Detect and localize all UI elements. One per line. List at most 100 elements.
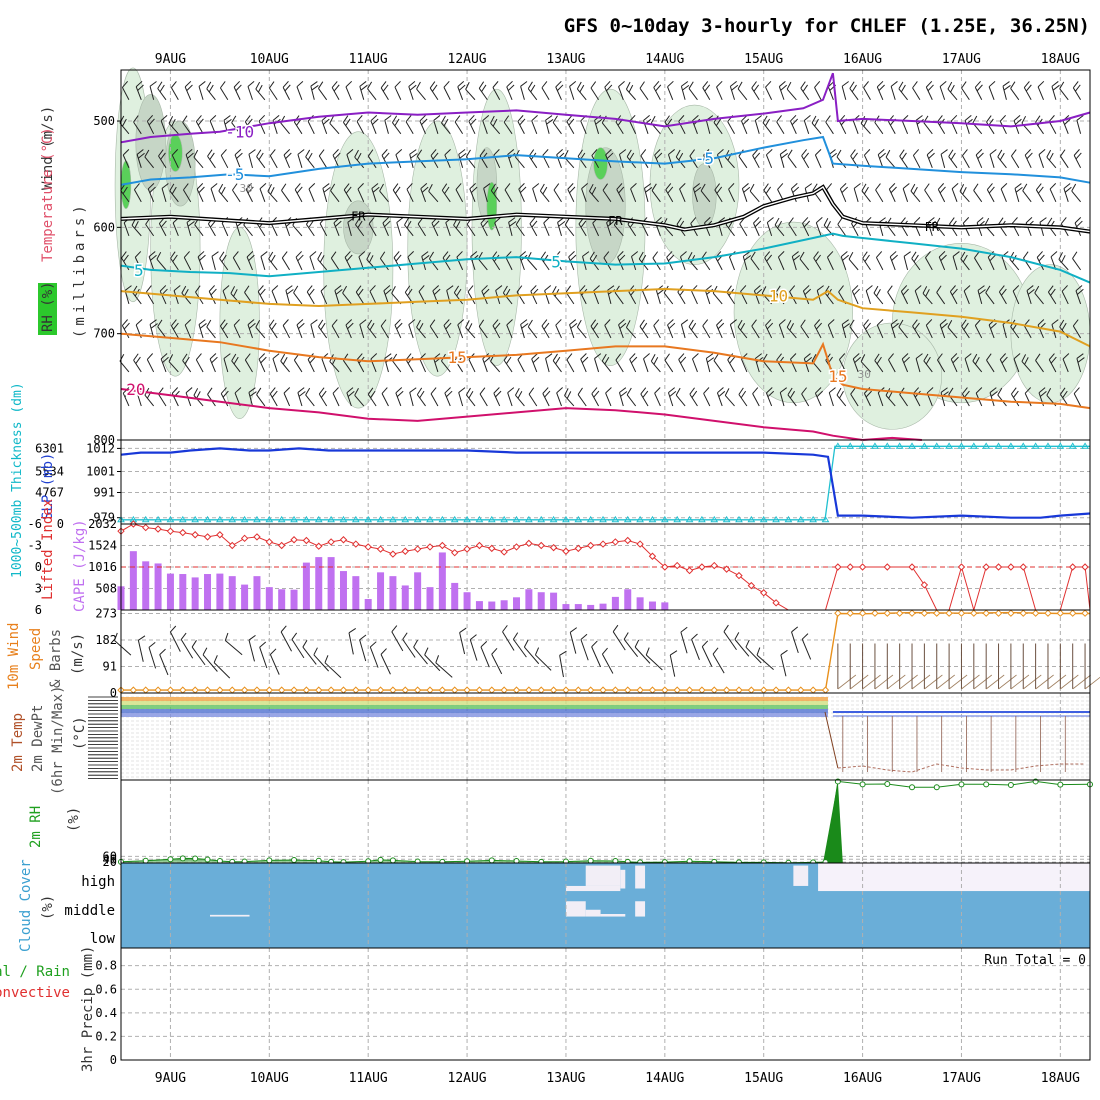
wind-barb-flag	[160, 114, 168, 122]
wind-barb-flag	[369, 285, 376, 292]
wind-barb	[801, 155, 810, 169]
wind-barb	[527, 326, 538, 339]
wind-barb	[1058, 259, 1069, 271]
wind-speed-marker	[994, 609, 1003, 617]
rh-marker	[1007, 782, 1014, 789]
wind-barb-flag	[444, 387, 451, 394]
wind-barb-flag	[490, 115, 495, 124]
wind-barb	[208, 291, 216, 305]
wind-barb-flag	[976, 84, 983, 92]
wind-speed-marker	[500, 686, 508, 694]
wind-barb	[384, 120, 389, 134]
wind-barb	[639, 87, 649, 101]
wind-barb-flag	[458, 387, 466, 393]
wind-barb	[898, 326, 908, 339]
wind-barb	[615, 359, 624, 373]
wind-barb-flag	[406, 183, 413, 190]
wind-barb	[342, 360, 352, 373]
day-tick-label: 15AUG	[744, 52, 783, 67]
wind-barb-flag	[172, 322, 179, 330]
isotherm-label: -5	[225, 165, 244, 184]
wind-barb-flag	[372, 186, 380, 193]
wind-barb-flag	[430, 387, 437, 395]
li-marker	[710, 561, 718, 570]
wind-barb	[491, 257, 501, 271]
wind-barb	[530, 291, 538, 305]
wind-barb-flag	[653, 357, 659, 365]
wind-barb	[566, 359, 575, 373]
wind-barb-flag	[675, 387, 681, 396]
wind-barb-flag	[653, 81, 660, 88]
wind-barb	[863, 393, 871, 407]
wind-barb	[729, 324, 736, 339]
wind-barb	[988, 324, 995, 339]
wind-barb	[291, 639, 305, 659]
thickness-marker	[463, 515, 471, 523]
cape-bar	[352, 576, 360, 610]
li-marker	[957, 563, 966, 571]
wind-barb-flag	[505, 251, 512, 258]
wind-barb-flag	[544, 285, 552, 292]
wind-barb	[839, 121, 847, 135]
wind-barb-flag	[294, 183, 301, 190]
wind-barb	[713, 122, 723, 135]
wind-barb	[614, 292, 624, 305]
wind-speed-marker	[438, 686, 447, 694]
wind-barb-flag	[755, 288, 763, 295]
wind-barb	[665, 189, 674, 203]
thickness-marker	[982, 442, 991, 449]
wind-barb-flag	[865, 322, 871, 330]
thickness-marker	[487, 515, 496, 523]
wind-barb-flag	[618, 186, 625, 194]
wind-barb-flag	[604, 319, 611, 326]
wind-barb	[555, 324, 562, 339]
rh-marker	[958, 781, 965, 788]
wind-barb-flag	[396, 390, 404, 398]
wind-barb-flag	[678, 115, 685, 122]
wind-speed-marker	[871, 609, 879, 617]
wind-barb	[753, 290, 760, 305]
thickness-tick-label: 6301	[35, 441, 64, 455]
wind-barb-flag	[1038, 149, 1046, 155]
wind-barb-flag	[222, 285, 230, 292]
wind-barb-flag	[322, 118, 330, 125]
wind-barb	[133, 359, 142, 373]
wind-barb-flag	[206, 81, 212, 90]
wind-barb-flag	[815, 217, 823, 224]
wind-speed-marker	[1056, 609, 1065, 617]
wind-barb-flag	[836, 149, 842, 158]
wind-barb-flag	[258, 152, 264, 161]
wind-barb	[936, 292, 946, 305]
wind-barb	[836, 156, 847, 169]
wind-barb-flag	[592, 254, 598, 263]
wind-barb-flag	[248, 634, 256, 641]
wind-barb	[889, 256, 896, 271]
wind-barb	[433, 120, 439, 134]
wind-barb-flag	[347, 390, 355, 397]
wind-barb	[629, 359, 637, 373]
wind-barb-flag	[121, 319, 128, 326]
wind-barb	[170, 257, 179, 271]
wind-barb-flag	[232, 251, 239, 258]
wind-barb-flag	[367, 149, 374, 157]
wind-barb	[765, 325, 773, 339]
wind-barb-flag	[990, 391, 998, 397]
wind-barb-flag	[458, 84, 466, 91]
cape-bar	[265, 587, 273, 610]
wind-barb	[318, 326, 328, 339]
wind-barb	[280, 631, 293, 652]
wind-barb-flag	[558, 220, 566, 227]
wind-barb-flag	[446, 285, 454, 291]
wind-barb	[392, 360, 402, 373]
wind-barb-flag	[963, 322, 969, 330]
wind-barb	[901, 120, 909, 134]
wind-barb	[1023, 325, 1032, 339]
wind-barb	[723, 631, 737, 651]
thickness-tick-label: 5534	[35, 465, 64, 479]
wind-barb-flag	[781, 153, 789, 159]
wind-barb-flag	[507, 84, 515, 91]
wind-barb-flag	[323, 186, 331, 193]
wind-barb	[413, 646, 428, 665]
wind-barb-flag	[962, 149, 968, 156]
wind-barb-flag	[259, 183, 267, 190]
